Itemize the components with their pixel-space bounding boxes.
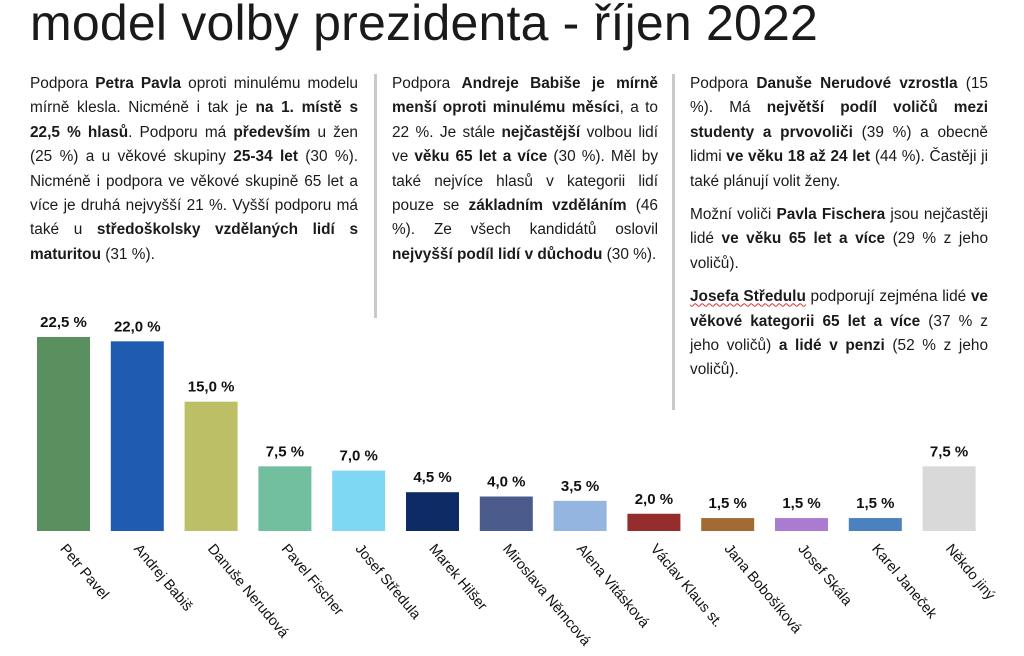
bold-text: Pavla Fischera xyxy=(776,206,886,224)
text-run: (46 %). Ze všech kandidátů oslovil xyxy=(392,197,658,239)
text-column-pavel: Podpora Petra Pavla oproti minulému mode… xyxy=(30,72,358,276)
paragraph: Možní voliči Pavla Fischera jsou nejčast… xyxy=(690,203,988,276)
category-label: Andrej Babiš xyxy=(130,541,195,614)
data-label: 7,0 % xyxy=(340,448,378,465)
data-label: 15,0 % xyxy=(188,379,235,396)
data-label: 1,5 % xyxy=(856,495,894,512)
bold-text: největší podíl voličů mezi studenty a pr… xyxy=(690,99,988,141)
bar xyxy=(553,500,607,531)
bar xyxy=(184,401,238,531)
category-label: Někdo jiný xyxy=(942,541,998,604)
text-run: Podpora xyxy=(30,75,96,92)
category-label: Petr Pavel xyxy=(56,541,111,603)
category-label: Danuše Nerudová xyxy=(204,541,292,642)
data-label: 1,5 % xyxy=(782,495,820,512)
column-separator xyxy=(374,74,377,318)
text-run: oproti minulému modelu mírně klesla. Nic… xyxy=(30,75,358,117)
bold-text: Andreje Babiše je mírně menší oproti min… xyxy=(392,75,658,117)
text-run: Podpora xyxy=(690,75,757,92)
category-label: Karel Janeček xyxy=(868,541,940,622)
text-run: volbou lidí ve xyxy=(392,123,658,166)
paragraph: Josefa Středulu podporují zejména lidé v… xyxy=(690,285,988,383)
bold-text: na 1. místě s 22,5 % hlasů xyxy=(30,99,358,141)
data-label: 3,5 % xyxy=(561,478,599,495)
data-label: 2,0 % xyxy=(635,491,673,508)
category-label: Josef Skála xyxy=(794,541,855,609)
bold-text: Petra Pavla xyxy=(95,75,182,92)
bold-text: ve věku 18 až 24 let xyxy=(726,148,871,166)
text-run: , a to 22 %. Je stále xyxy=(392,99,658,141)
bold-text: ve věkové kategorii 65 let a více xyxy=(690,288,988,330)
category-label: Václav Klaus st. xyxy=(647,541,726,630)
data-label: 7,5 % xyxy=(930,443,968,460)
text-run: (37 % z jeho voličů) xyxy=(690,312,989,355)
bold-text: 25-34 let xyxy=(233,148,298,166)
text-run: Podpora xyxy=(392,75,462,92)
bar xyxy=(258,466,312,531)
bar xyxy=(479,496,533,531)
bar xyxy=(775,518,828,531)
text-run: . Podporu má xyxy=(128,123,234,141)
bar xyxy=(627,513,681,531)
text-run: (29 % z jeho voličů). xyxy=(690,230,989,272)
category-label: Alena Vitásková xyxy=(573,541,653,631)
text-run: (30 %). xyxy=(602,245,657,263)
bold-text: věku 65 let a více xyxy=(414,148,548,166)
column-separator xyxy=(672,74,675,410)
data-label: 1,5 % xyxy=(709,495,747,512)
text-run: (44 %). Častěji ji také plánují volit že… xyxy=(690,148,988,190)
bar xyxy=(848,518,902,531)
text-column-babis: Podpora Andreje Babiše je mírně menší op… xyxy=(392,72,658,276)
bold-text: Danuše Nerudové vzrostla xyxy=(756,75,958,92)
data-label: 22,5 % xyxy=(40,314,87,331)
bar xyxy=(110,341,164,531)
bold-text: především xyxy=(233,123,311,141)
bold-text: nejvyšší podíl lidí v důchodu xyxy=(392,245,603,263)
bar xyxy=(701,518,755,531)
bold-text: a lidé v penzi xyxy=(778,337,885,355)
paragraph: Podpora Danuše Nerudové vzrostla (15 %).… xyxy=(690,72,988,194)
page-title: model volby prezidenta - říjen 2022 xyxy=(30,0,819,51)
category-label: Jana Bobošíková xyxy=(721,541,805,637)
text-run: Možní voliči xyxy=(690,206,777,224)
bold-text: nejčastější xyxy=(501,123,581,141)
text-run: (52 % z jeho voličů). xyxy=(690,337,989,379)
data-label: 4,5 % xyxy=(413,469,451,486)
bar xyxy=(37,337,90,531)
bar xyxy=(406,492,459,531)
text-run: (30 %). Měl by také nejvíce hlasů v kate… xyxy=(392,148,659,215)
text-run: jsou nejčastěji lidé xyxy=(690,206,988,248)
text-run: (30 %). Nicméně i podpora ve věkové skup… xyxy=(30,148,358,239)
category-label: Pavel Fischer xyxy=(278,541,347,619)
paragraph: Podpora Petra Pavla oproti minulému mode… xyxy=(30,72,358,267)
bold-text: středoškolsky vzdělaných lidí s maturito… xyxy=(30,221,359,263)
bar xyxy=(332,470,386,531)
data-label: 22,0 % xyxy=(114,318,161,335)
text-column-nerudova-fischer-stredula: Podpora Danuše Nerudové vzrostla (15 %).… xyxy=(690,72,988,392)
category-label: Marek Hilšer xyxy=(425,541,490,614)
bold-text: základním vzděláním xyxy=(468,197,627,215)
text-run: podporují zejména lidé xyxy=(805,288,971,306)
data-label: 7,5 % xyxy=(266,443,304,460)
text-run: (39 %) a obecně lidmi xyxy=(690,123,988,166)
data-label: 4,0 % xyxy=(487,474,525,491)
text-run: u žen (25 %) a u věkové skupiny xyxy=(30,123,358,166)
bold-text: ve věku 65 let a více xyxy=(721,230,886,248)
bar xyxy=(922,466,976,531)
category-label: Josef Středula xyxy=(352,541,424,623)
text-run: (31 %). xyxy=(100,245,155,263)
text-run: (15 %). Má xyxy=(690,75,988,117)
bold-text: Josefa Středulu xyxy=(690,288,806,306)
paragraph: Podpora Andreje Babiše je mírně menší op… xyxy=(392,72,658,267)
